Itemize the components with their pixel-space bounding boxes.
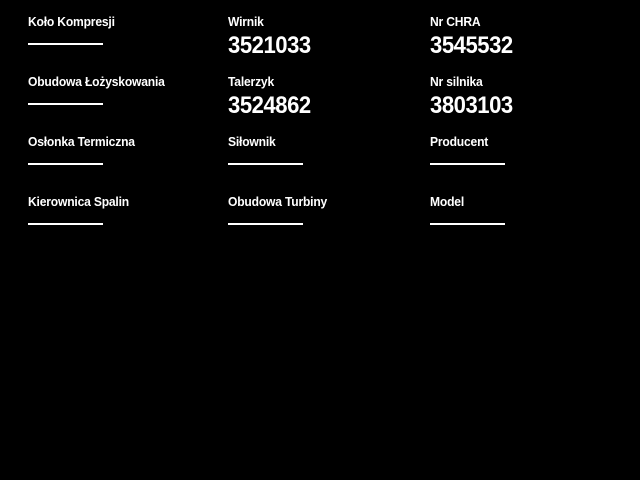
spec-field-silownik: Siłownik	[228, 134, 430, 194]
spec-field-producent: Producent	[430, 134, 628, 194]
spec-label-talerzyk: Talerzyk	[228, 74, 275, 89]
spec-label-obudowa-turbiny: Obudowa Turbiny	[228, 194, 328, 209]
spec-blank-line-oslonka-termiczna	[28, 163, 103, 165]
spec-value-talerzyk: 3524862	[228, 92, 311, 119]
spec-blank-line-obudowa-lozyskowania	[28, 103, 103, 105]
spec-label-oslonka-termiczna: Osłonka Termiczna	[28, 134, 135, 149]
spec-blank-line-producent	[430, 163, 505, 165]
spec-value-nr-chra: 3545532	[430, 32, 513, 59]
spec-field-talerzyk: Talerzyk 3524862	[228, 74, 430, 134]
spec-field-kierownica-spalin: Kierownica Spalin	[28, 194, 228, 254]
spec-value-nr-silnika: 3803103	[430, 92, 513, 119]
spec-blank-line-silownik	[228, 163, 303, 165]
spec-field-oslonka-termiczna: Osłonka Termiczna	[28, 134, 228, 194]
spec-label-producent: Producent	[430, 134, 489, 149]
spec-field-nr-silnika: Nr silnika 3803103	[430, 74, 628, 134]
spec-blank-line-kierownica-spalin	[28, 223, 103, 225]
spec-label-nr-silnika: Nr silnika	[430, 74, 483, 89]
spec-label-silownik: Siłownik	[228, 134, 276, 149]
spec-label-obudowa-lozyskowania: Obudowa Łożyskowania	[28, 74, 165, 89]
spec-field-nr-chra: Nr CHRA 3545532	[430, 14, 628, 74]
spec-blank-line-kolo-kompresji	[28, 43, 103, 45]
spec-field-kolo-kompresji: Koło Kompresji	[28, 14, 228, 74]
spec-field-obudowa-turbiny: Obudowa Turbiny	[228, 194, 430, 254]
spec-blank-line-obudowa-turbiny	[228, 223, 303, 225]
spec-label-model: Model	[430, 194, 465, 209]
spec-value-wirnik: 3521033	[228, 32, 311, 59]
spec-field-obudowa-lozyskowania: Obudowa Łożyskowania	[28, 74, 228, 134]
spec-label-kierownica-spalin: Kierownica Spalin	[28, 194, 129, 209]
spec-label-kolo-kompresji: Koło Kompresji	[28, 14, 115, 29]
spec-label-wirnik: Wirnik	[228, 14, 264, 29]
spec-field-model: Model	[430, 194, 628, 254]
spec-field-wirnik: Wirnik 3521033	[228, 14, 430, 74]
spec-blank-line-model	[430, 223, 505, 225]
spec-label-nr-chra: Nr CHRA	[430, 14, 481, 29]
spec-field-grid: Koło Kompresji Wirnik 3521033 Nr CHRA 354553…	[28, 14, 628, 254]
